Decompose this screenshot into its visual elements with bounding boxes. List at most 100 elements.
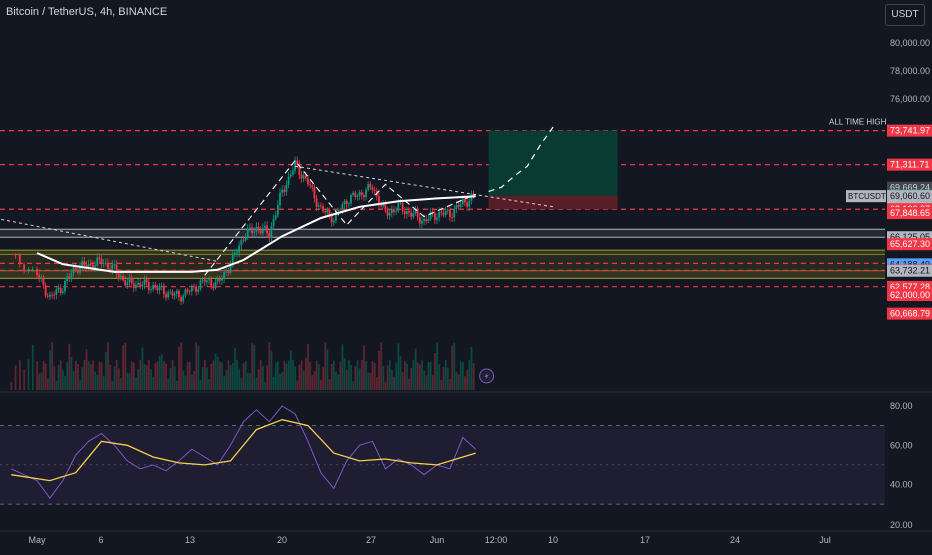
volume-bar [234, 348, 236, 390]
candle-body [371, 187, 374, 190]
candle-body [300, 174, 303, 179]
candle-body [444, 210, 447, 216]
time-axis-tick: 13 [185, 535, 195, 545]
symbol-tag-box [846, 190, 886, 203]
candle-body [139, 282, 142, 287]
candle-body [427, 218, 430, 222]
candle-body [70, 273, 73, 278]
candle-body [403, 210, 406, 215]
price-label: 62,000.00 [890, 290, 930, 300]
candle-body [386, 210, 389, 216]
candle-body [218, 278, 221, 281]
candle-body [233, 252, 236, 254]
volume-bar [365, 360, 368, 390]
candle-body [268, 233, 271, 238]
candle-body [367, 183, 370, 190]
candle-body [100, 258, 103, 264]
candle-body [418, 217, 421, 224]
volume-bar [442, 367, 445, 390]
volume-bar [287, 360, 290, 390]
price-label: 65,627.30 [890, 239, 930, 249]
volume-bar [191, 374, 193, 390]
volume-bar [421, 360, 423, 390]
candle-body [244, 237, 247, 241]
volume-bar [68, 343, 71, 390]
candle-body [240, 240, 243, 246]
volume-bar [449, 379, 451, 390]
candle-body [158, 285, 161, 291]
volume-bar [337, 374, 340, 390]
candle-body [311, 185, 314, 188]
rsi-axis-tick: 40.00 [890, 480, 913, 490]
candle-body [283, 189, 286, 192]
volume-bar [169, 368, 172, 390]
volume-bar [100, 362, 103, 390]
volume-bar [446, 367, 449, 390]
volume-bar [201, 367, 204, 390]
candle-body [309, 184, 312, 186]
price-label-box [887, 264, 932, 277]
volume-bar [466, 369, 469, 390]
candle-body [72, 267, 75, 274]
candle-body [328, 210, 331, 215]
candle-body [429, 212, 432, 219]
volume-bar [440, 379, 443, 390]
candle-body [326, 210, 329, 213]
candle-body [210, 279, 213, 286]
volume-bar [320, 379, 322, 390]
volume-bar [218, 361, 221, 390]
candle-body [459, 203, 462, 208]
volume-bar [358, 368, 361, 390]
volume-bar [298, 364, 301, 390]
candle-body [399, 202, 402, 204]
volume-bar [274, 362, 277, 390]
volume-bar [315, 360, 318, 390]
volume-bar [425, 375, 428, 390]
candle-body [468, 200, 471, 207]
candle-body [341, 204, 344, 211]
candle-body [298, 164, 301, 175]
volume-bar [251, 343, 254, 390]
candle-body [81, 261, 84, 267]
volume-bar [210, 363, 213, 390]
time-axis-tick: Jul [819, 535, 831, 545]
candle-body [436, 217, 438, 220]
candle-body [412, 213, 415, 217]
candle-body [440, 211, 443, 213]
currency-button[interactable]: USDT [885, 4, 925, 26]
volume-bar [285, 363, 288, 390]
candle-body [94, 265, 96, 270]
volume-bar [221, 362, 223, 390]
volume-bar [451, 345, 454, 390]
candle-body [160, 285, 163, 287]
position-loss-zone [488, 195, 618, 210]
candle-body [255, 226, 258, 232]
volume-bar [328, 379, 331, 390]
volume-bar [145, 365, 148, 390]
volume-bar [369, 373, 372, 390]
volume-bar [212, 360, 215, 390]
candle-body [279, 192, 281, 205]
candle-body [128, 277, 131, 283]
candle-body [405, 210, 408, 215]
time-axis-tick: 20 [277, 535, 287, 545]
volume-bar [158, 355, 161, 390]
candle-body [354, 192, 357, 197]
volume-bar [302, 370, 305, 390]
price-label-box [887, 238, 932, 251]
candle-body [57, 287, 60, 290]
candle-body [61, 291, 64, 293]
volume-bar [453, 342, 456, 390]
candle-body [132, 283, 135, 289]
candle-body [253, 231, 256, 233]
candle-body [14, 254, 17, 256]
price-label-box [887, 207, 932, 220]
time-axis-tick: 17 [640, 535, 650, 545]
candle-body [175, 290, 178, 294]
candle-body [38, 274, 41, 278]
volume-bar [391, 369, 393, 390]
volume-bar [341, 344, 344, 390]
volume-bar [339, 361, 342, 390]
